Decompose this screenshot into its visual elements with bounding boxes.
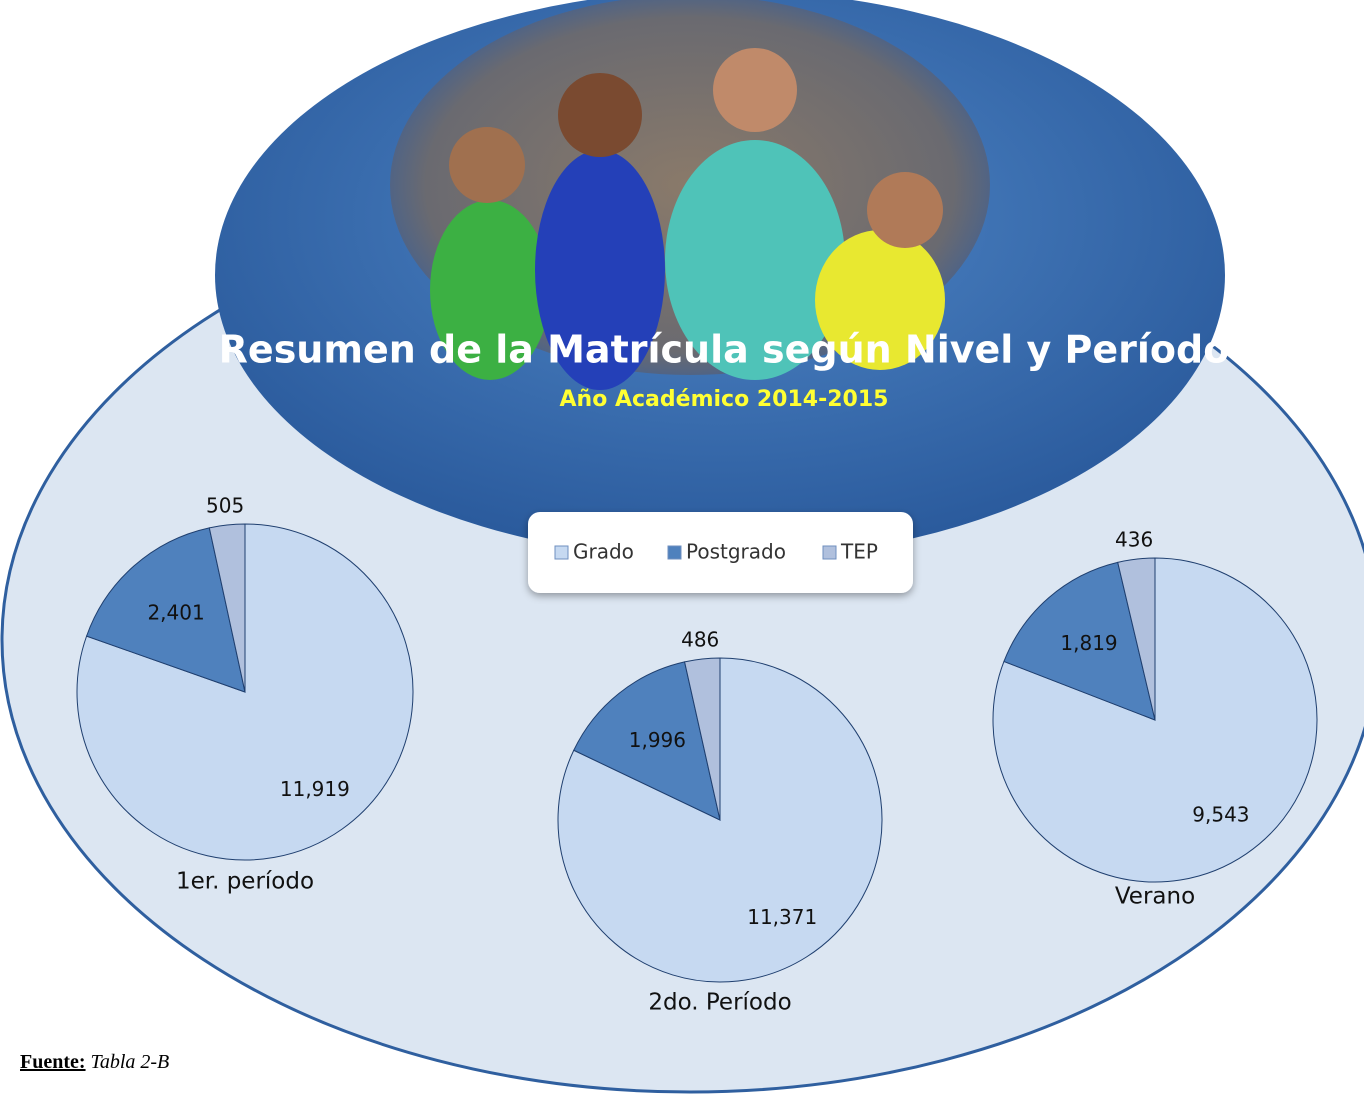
pie-label: 2do. Período	[648, 990, 791, 1016]
pies: 11,919 2,401 505 1er. período 11,371 1,996 486…	[76, 494, 1318, 1016]
pie-label: 1er. período	[176, 869, 314, 895]
source: Fuente: Tabla 2-B	[20, 1051, 169, 1073]
data-label: 1,819	[1060, 631, 1117, 655]
data-label: 11,371	[747, 905, 817, 929]
legend-swatch	[554, 545, 569, 560]
pie-label: Verano	[1115, 884, 1195, 910]
pie: 11,919 2,401 505 1er. período	[76, 494, 414, 895]
pie-slice	[683, 657, 721, 821]
pie-slice	[1003, 561, 1156, 721]
source-text: Tabla 2-B	[91, 1051, 170, 1073]
legend-swatch	[667, 545, 682, 560]
pie-slice	[573, 661, 721, 821]
pie-slice	[1117, 557, 1156, 721]
pie-slice	[85, 527, 246, 693]
legend-label: Grado	[573, 540, 634, 564]
pie: 11,371 1,996 486 2do. Período	[557, 628, 883, 1016]
data-label: 505	[206, 494, 244, 518]
data-label: 1,996	[629, 728, 686, 752]
legend-label: Postgrado	[686, 540, 786, 564]
legend-box	[528, 512, 913, 593]
data-label: 486	[681, 628, 719, 652]
data-label: 436	[1115, 528, 1153, 552]
source-label: Fuente:	[20, 1051, 86, 1073]
data-label: 9,543	[1192, 803, 1249, 827]
subtitle: Año Académico 2014-2015	[560, 387, 889, 412]
pie: 9,543 1,819 436 Verano	[992, 528, 1318, 910]
title: Resumen de la Matrícula según Nivel y Pe…	[219, 328, 1230, 372]
pie-slice	[208, 523, 246, 693]
legend-swatch	[822, 545, 837, 560]
legend: Grado Postgrado TEP	[554, 540, 878, 564]
legend-label: TEP	[840, 540, 878, 564]
data-label: 2,401	[147, 600, 204, 624]
data-label: 11,919	[280, 777, 350, 801]
photo-figures	[430, 48, 945, 390]
